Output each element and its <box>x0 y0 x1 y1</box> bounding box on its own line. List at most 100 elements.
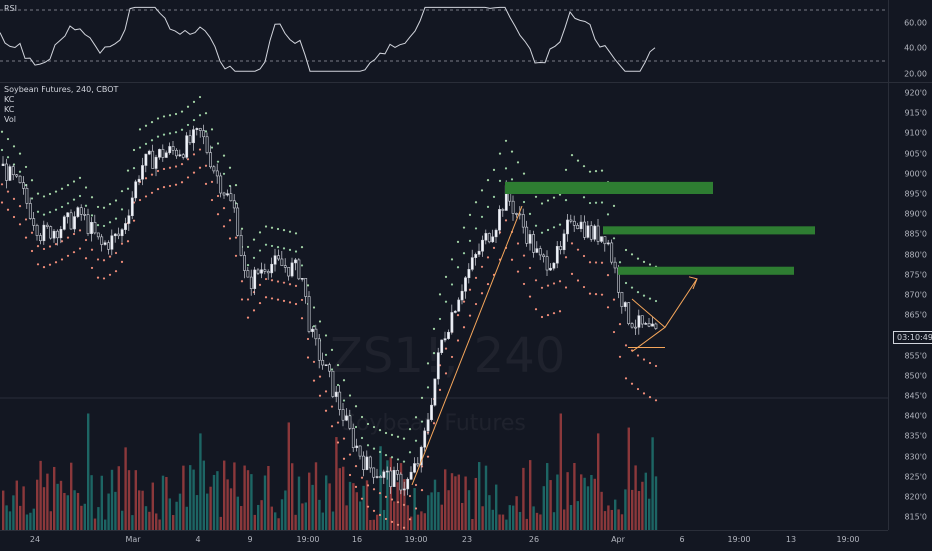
candle-body <box>226 193 229 196</box>
candle-body <box>321 359 325 366</box>
price-axis[interactable]: 920'0 915'0 910'0 905'0 900'0 895'0 890'0 885'0… <box>888 83 932 530</box>
candle-body <box>35 225 39 236</box>
keltner-dot <box>498 152 502 155</box>
keltner-dot <box>78 247 82 250</box>
candle-body <box>644 323 648 325</box>
volume-bar <box>76 492 80 530</box>
keltner-dot <box>414 483 418 487</box>
keltner-dot <box>198 166 202 169</box>
keltner-dot <box>204 182 208 185</box>
volume-bar <box>56 483 59 530</box>
volume-bar <box>614 499 617 530</box>
candle-body <box>413 463 416 473</box>
keltner-dot <box>270 297 274 300</box>
legend-indicator-1[interactable]: KC <box>4 95 15 104</box>
volume-bar <box>464 476 467 530</box>
volume-bar <box>175 501 178 530</box>
keltner-dot <box>108 203 112 206</box>
volume-bar <box>243 465 246 530</box>
volume-bar <box>399 463 403 530</box>
volume-bar <box>100 475 103 530</box>
keltner-dot <box>78 176 82 179</box>
legend-indicator-3[interactable]: Vol <box>4 115 16 124</box>
keltner-dot <box>288 248 292 251</box>
keltner-dot <box>318 394 322 397</box>
keltner-dot <box>366 422 370 426</box>
keltner-dot <box>420 489 424 492</box>
time-tick: Apr <box>611 535 625 544</box>
time-axis[interactable]: 24 Mar 4 9 19:00 16 19:00 23 26 Apr 6 19:00 13 19:00 <box>0 530 888 551</box>
keltner-dot <box>384 431 388 435</box>
keltner-dot <box>78 229 82 232</box>
candle-body <box>8 166 12 181</box>
volume-bar <box>32 508 35 530</box>
candle-body <box>348 415 352 429</box>
keltner-dot <box>78 194 82 198</box>
keltner-dot <box>420 396 424 399</box>
keltner-dot <box>90 266 94 270</box>
main-chart-pane[interactable]: ZS1!, 240 Soybean Futures Soybean Future… <box>0 83 888 530</box>
volume-bar <box>42 487 46 530</box>
keltner-dot <box>144 195 148 198</box>
candle-body <box>195 128 199 130</box>
volume-bar <box>148 511 151 530</box>
keltner-dot <box>372 488 376 491</box>
legend-indicator-2[interactable]: KC <box>4 105 15 114</box>
keltner-dot <box>342 437 346 440</box>
candle-body <box>215 170 219 177</box>
keltner-dot <box>246 298 250 301</box>
volume-bar <box>233 462 236 530</box>
volume-bar <box>529 460 532 530</box>
candle-body <box>613 261 617 269</box>
keltner-dot <box>126 240 130 243</box>
keltner-dot <box>222 207 226 210</box>
keltner-dot <box>90 248 94 251</box>
keltner-dot <box>162 167 166 171</box>
rsi-axis[interactable]: 60.00 40.00 20.00 <box>888 0 932 83</box>
volume-bar <box>172 515 175 530</box>
keltner-dot <box>534 308 538 311</box>
volume-bar <box>393 501 396 530</box>
candle-body <box>168 146 172 154</box>
volume-bar <box>508 505 511 530</box>
candle-body <box>334 391 338 397</box>
keltner-dot <box>30 179 34 182</box>
candle-body <box>345 415 348 421</box>
volume-bar <box>2 490 5 530</box>
keltner-dot <box>474 302 478 306</box>
candle-body <box>249 276 253 289</box>
resistance-zone <box>603 226 815 235</box>
keltner-dot <box>558 280 562 283</box>
candle-body <box>32 218 36 226</box>
volume-bar <box>263 475 267 530</box>
volume-bar <box>15 480 18 530</box>
candle-body <box>311 328 314 332</box>
keltner-dot <box>120 208 124 211</box>
keltner-dot <box>582 254 586 258</box>
candle-body <box>399 473 403 491</box>
candle-body <box>66 212 70 218</box>
candle-body <box>470 257 474 270</box>
time-tick: 24 <box>29 535 41 544</box>
keltner-dot <box>192 171 196 174</box>
candle-body <box>232 200 236 209</box>
keltner-dot <box>54 242 58 246</box>
keltner-dot <box>510 150 514 153</box>
volume-bar <box>83 503 86 530</box>
keltner-dot <box>162 186 166 189</box>
keltner-dot <box>618 355 622 358</box>
price-tick: 825'0 <box>904 472 927 482</box>
volume-bar <box>597 433 600 530</box>
rsi-tick-40: 40.00 <box>904 43 927 53</box>
candle-body <box>491 236 495 243</box>
keltner-dot <box>30 231 34 234</box>
rsi-pane[interactable]: RSI <box>0 0 888 83</box>
candle-body <box>419 446 423 466</box>
keltner-dot <box>90 214 94 217</box>
candle-body <box>277 255 280 260</box>
legend-symbol[interactable]: Soybean Futures, 240, CBOT <box>4 85 119 94</box>
keltner-dot <box>264 296 268 299</box>
keltner-dot <box>396 435 400 438</box>
keltner-dot <box>498 179 502 182</box>
volume-bar <box>267 465 270 530</box>
